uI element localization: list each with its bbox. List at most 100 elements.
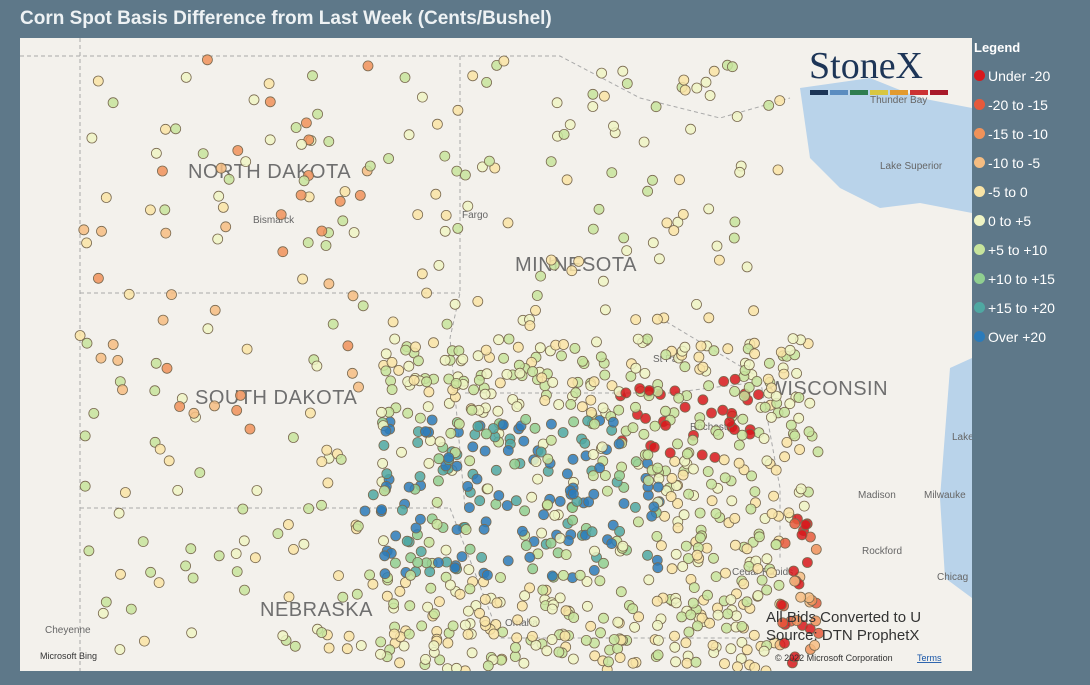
site-marker [429,608,440,620]
site-marker [412,557,424,568]
site-marker [545,434,557,446]
site-marker [793,392,805,403]
site-marker [642,449,654,461]
site-marker [115,568,126,580]
site-marker [712,609,724,621]
site-marker [231,404,243,416]
site-marker [726,407,738,419]
site-marker [642,549,653,561]
site-marker [323,642,335,654]
site-marker [691,549,703,561]
site-marker [752,563,764,574]
site-marker [355,640,367,651]
site-marker [677,208,689,220]
lake-superior [800,78,972,213]
site-marker [795,483,807,495]
site-marker [509,458,521,470]
site-marker [677,561,689,572]
site-marker [441,318,453,330]
site-marker [197,148,209,159]
site-marker [537,584,549,596]
site-marker [783,507,795,519]
site-marker [694,532,706,544]
site-marker [511,632,523,644]
site-marker [97,607,109,619]
site-marker [559,630,571,642]
site-marker [617,540,629,552]
site-marker [83,545,95,557]
site-marker [568,488,579,500]
site-marker [588,565,600,576]
site-marker [558,570,569,581]
site-marker [172,484,184,496]
site-marker [237,503,249,515]
site-marker [112,354,124,366]
site-marker [749,486,761,498]
site-marker [471,473,483,485]
site-marker [545,537,557,549]
site-marker [743,561,755,572]
site-marker [538,509,549,521]
legend-label: -10 to -5 [988,154,1041,171]
site-marker [680,637,692,649]
site-marker [346,367,358,379]
site-marker [378,485,390,497]
site-marker [606,380,618,392]
site-marker [442,637,454,649]
site-marker [694,419,706,431]
site-marker [650,101,662,113]
site-marker [502,555,514,567]
site-marker [264,96,276,108]
site-marker [691,82,703,94]
site-marker [463,502,475,514]
city-label: Cheyenne [45,625,91,636]
site-marker [290,122,302,133]
site-marker [316,456,328,468]
site-marker [316,627,328,638]
site-marker [810,543,822,555]
site-marker [481,569,493,581]
site-marker [542,453,554,465]
site-marker [468,384,480,396]
site-marker [480,428,492,440]
site-marker [589,418,600,430]
site-marker [420,426,431,438]
site-marker [541,645,553,657]
state-label: NORTH DAKOTA [188,161,351,183]
site-marker [634,383,646,394]
site-marker [364,569,376,581]
site-marker [534,342,546,354]
site-marker [240,156,252,167]
site-marker [600,304,611,316]
site-marker [497,626,509,638]
site-marker [770,539,782,551]
site-marker [603,656,614,668]
site-marker [476,161,488,173]
site-marker [423,457,435,469]
site-marker [567,377,578,389]
site-marker [188,407,200,419]
site-marker [557,427,569,438]
site-marker [388,598,400,610]
site-marker [432,475,444,487]
site-marker [160,227,172,239]
site-marker [530,456,542,468]
site-marker [566,265,578,277]
site-marker [788,565,799,577]
site-marker [399,72,411,83]
site-marker [809,640,820,651]
site-marker [542,499,553,511]
site-marker [648,441,660,453]
site-marker [323,278,335,290]
site-marker [606,167,618,179]
site-marker [588,376,600,388]
site-marker [776,599,787,611]
site-marker [466,647,478,659]
site-marker [275,209,287,221]
site-marker [702,589,713,601]
site-marker [347,290,359,302]
site-marker [598,612,609,624]
terms-link[interactable]: Terms [917,653,942,663]
site-marker [180,560,192,572]
site-marker [412,355,424,367]
